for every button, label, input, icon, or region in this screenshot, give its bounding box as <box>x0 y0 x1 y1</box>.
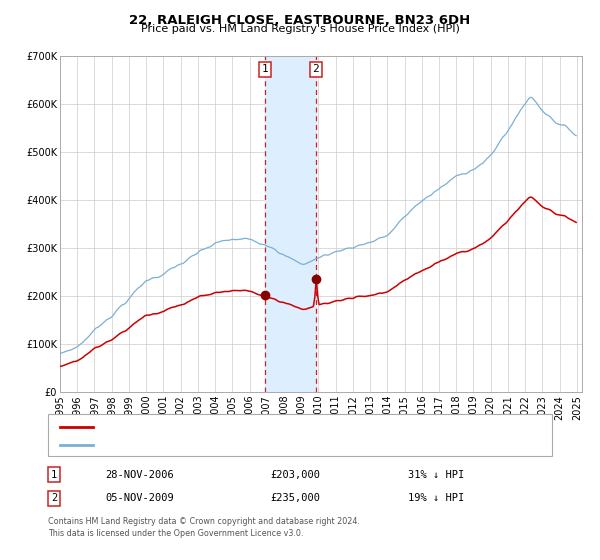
Text: 22, RALEIGH CLOSE, EASTBOURNE, BN23 6DH (detached house): 22, RALEIGH CLOSE, EASTBOURNE, BN23 6DH … <box>99 422 414 432</box>
Text: Price paid vs. HM Land Registry's House Price Index (HPI): Price paid vs. HM Land Registry's House … <box>140 24 460 34</box>
Text: 31% ↓ HPI: 31% ↓ HPI <box>408 470 464 480</box>
Text: 2: 2 <box>313 64 319 74</box>
Text: HPI: Average price, detached house, Eastbourne: HPI: Average price, detached house, East… <box>99 440 335 450</box>
Bar <box>265 56 316 392</box>
Text: 1: 1 <box>51 470 57 480</box>
Text: £203,000: £203,000 <box>270 470 320 480</box>
Text: £235,000: £235,000 <box>270 493 320 503</box>
Text: 22, RALEIGH CLOSE, EASTBOURNE, BN23 6DH: 22, RALEIGH CLOSE, EASTBOURNE, BN23 6DH <box>130 14 470 27</box>
Text: 28-NOV-2006: 28-NOV-2006 <box>105 470 174 480</box>
Text: Contains HM Land Registry data © Crown copyright and database right 2024.: Contains HM Land Registry data © Crown c… <box>48 517 360 526</box>
Text: 2: 2 <box>51 493 57 503</box>
Text: 05-NOV-2009: 05-NOV-2009 <box>105 493 174 503</box>
Text: 19% ↓ HPI: 19% ↓ HPI <box>408 493 464 503</box>
Text: This data is licensed under the Open Government Licence v3.0.: This data is licensed under the Open Gov… <box>48 529 304 538</box>
Text: 1: 1 <box>262 64 269 74</box>
